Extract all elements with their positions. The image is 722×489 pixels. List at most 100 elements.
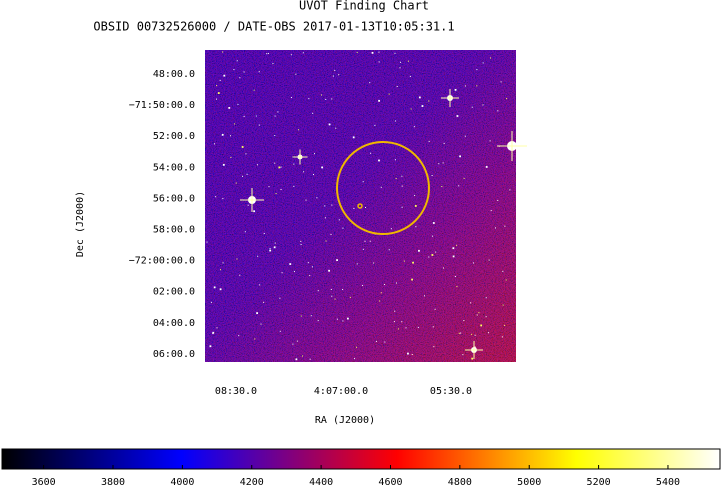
- star: [380, 186, 382, 188]
- star: [456, 286, 458, 288]
- star: [273, 246, 276, 249]
- colorbar-tick-label: 4200: [240, 477, 264, 488]
- y-tick-label: 56:00.0: [153, 193, 195, 204]
- star: [454, 275, 456, 277]
- star: [458, 185, 460, 187]
- star: [418, 96, 421, 99]
- star: [334, 69, 336, 71]
- star: [401, 185, 403, 187]
- x-tick-label: 05:30.0: [430, 386, 472, 397]
- star: [354, 358, 356, 360]
- star: [504, 225, 506, 227]
- star: [394, 159, 396, 161]
- star: [435, 251, 437, 253]
- star: [300, 240, 302, 242]
- stars: [206, 51, 527, 361]
- star: [268, 186, 270, 188]
- star: [506, 98, 508, 100]
- star: [502, 304, 504, 306]
- star: [328, 123, 331, 126]
- star: [302, 355, 304, 357]
- star: [441, 185, 443, 187]
- star: [331, 295, 333, 297]
- star: [464, 85, 466, 87]
- star: [320, 94, 322, 96]
- star: [258, 71, 260, 73]
- star: [305, 199, 307, 201]
- star: [473, 262, 475, 264]
- source-circle: [336, 141, 430, 235]
- star: [321, 166, 324, 169]
- star: [463, 320, 465, 322]
- star: [275, 193, 277, 195]
- star: [432, 326, 434, 328]
- star: [490, 210, 492, 212]
- star: [330, 233, 332, 235]
- y-tick-label: 52:00.0: [153, 131, 195, 142]
- star: [356, 51, 358, 53]
- star: [409, 75, 411, 77]
- chart-title: UVOT Finding Chart: [299, 0, 429, 13]
- star: [244, 231, 246, 233]
- star: [411, 278, 413, 281]
- star: [215, 196, 217, 198]
- star: [266, 53, 268, 55]
- star: [214, 143, 216, 145]
- star: [482, 62, 484, 64]
- star: [230, 156, 232, 158]
- star: [336, 318, 338, 320]
- star: [236, 60, 238, 62]
- star: [393, 321, 395, 323]
- star: [313, 153, 315, 155]
- star: [277, 111, 279, 113]
- sky-image: [205, 50, 527, 362]
- star: [330, 288, 332, 290]
- x-axis-label: RA (J2000): [315, 415, 375, 426]
- star: [312, 112, 314, 114]
- y-tick-label: −71:50:00.0: [129, 100, 195, 111]
- star: [378, 51, 380, 53]
- star: [378, 61, 380, 63]
- colorbar-tick-label: 4600: [378, 477, 402, 488]
- star: [494, 227, 496, 229]
- star: [443, 142, 445, 144]
- star: [431, 235, 433, 237]
- star: [505, 279, 507, 281]
- star: [485, 166, 488, 168]
- star: [394, 310, 396, 312]
- star: [463, 177, 465, 179]
- star: [482, 104, 484, 106]
- star: [502, 270, 504, 272]
- star: [480, 324, 483, 327]
- star: [431, 254, 434, 256]
- star: [471, 357, 474, 360]
- star: [239, 274, 241, 276]
- star: [243, 115, 245, 117]
- star: [394, 120, 396, 122]
- star: [221, 133, 224, 136]
- star: [452, 255, 455, 258]
- star: [362, 248, 364, 250]
- star: [442, 267, 444, 269]
- star: [362, 284, 364, 286]
- star: [253, 89, 255, 91]
- star: [407, 60, 409, 62]
- y-axis-label: Dec (J2000): [75, 191, 86, 257]
- star: [442, 162, 444, 164]
- star: [279, 297, 281, 299]
- star: [489, 140, 491, 142]
- star: [228, 107, 231, 109]
- star: [504, 324, 506, 326]
- star: [295, 73, 297, 75]
- star: [384, 283, 386, 285]
- star: [410, 108, 412, 110]
- star: [238, 335, 240, 337]
- star: [209, 345, 212, 348]
- star: [296, 340, 298, 342]
- star: [335, 127, 337, 129]
- star: [401, 175, 403, 177]
- star: [230, 135, 232, 137]
- star: [274, 162, 276, 164]
- star: [362, 181, 364, 183]
